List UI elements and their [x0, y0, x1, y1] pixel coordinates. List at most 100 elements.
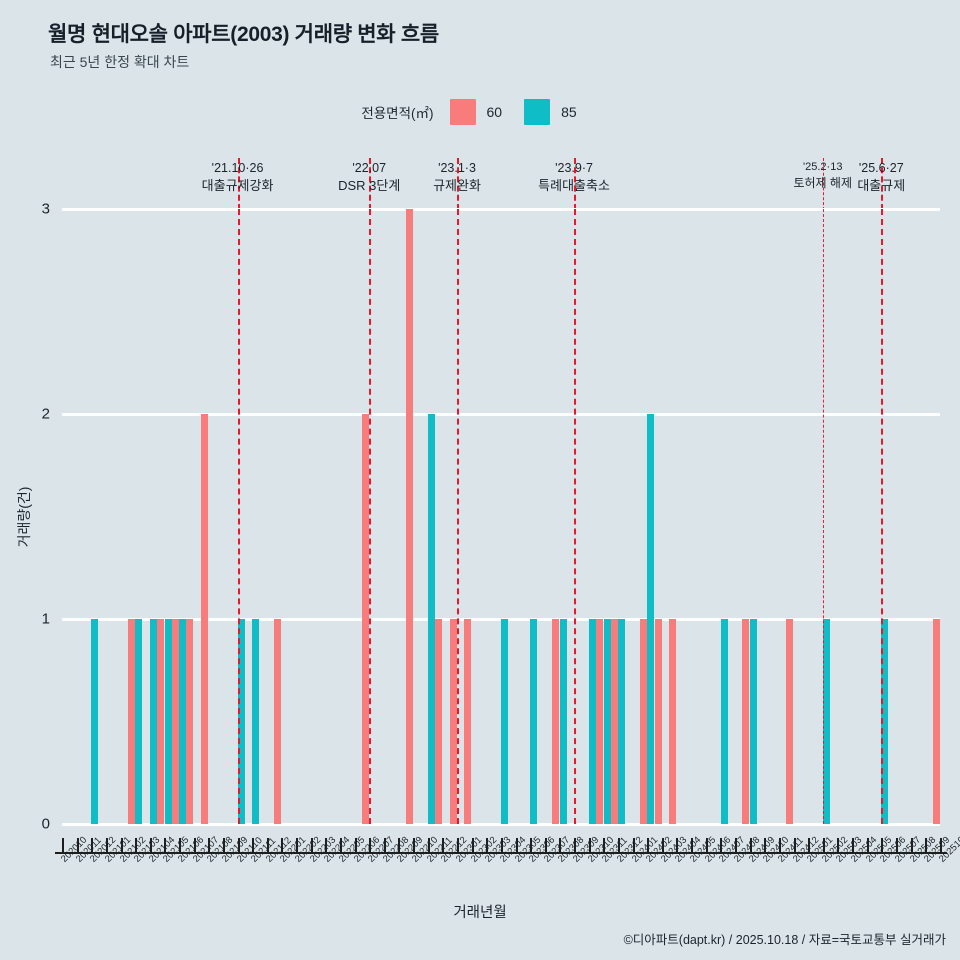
annotation-line-extension	[369, 158, 372, 210]
x-tick	[866, 838, 869, 852]
x-tick	[734, 838, 737, 852]
x-tick	[471, 838, 474, 852]
bar[interactable]	[435, 619, 443, 824]
annotation-date: '21.10·26	[211, 161, 264, 175]
x-tick	[617, 838, 620, 852]
x-tick	[62, 838, 64, 852]
bar[interactable]	[252, 619, 260, 824]
bar[interactable]	[501, 619, 509, 824]
bar[interactable]	[427, 414, 435, 824]
annotation-line-extension	[822, 158, 824, 210]
bar[interactable]	[647, 414, 655, 824]
bar[interactable]	[201, 414, 209, 824]
footer-credit: ©디아파트(dapt.kr) / 2025.10.18 / 자료=국토교통부 실…	[623, 933, 946, 947]
annotation-line-extension	[237, 158, 240, 210]
bar[interactable]	[618, 619, 626, 824]
bar[interactable]	[610, 619, 618, 824]
bar[interactable]	[640, 619, 647, 824]
bar[interactable]	[449, 619, 457, 824]
x-axis-line	[55, 852, 947, 854]
x-tick	[676, 838, 679, 852]
bar[interactable]	[588, 619, 596, 824]
page-title: 월명 현대오솔 아파트(2003) 거래량 변화 흐름	[48, 23, 439, 46]
annotation-text: '23.1·3 규제완화	[433, 160, 481, 194]
x-tick	[179, 838, 182, 852]
bar[interactable]	[596, 619, 604, 824]
bar[interactable]	[164, 619, 172, 824]
bar[interactable]	[127, 619, 135, 824]
annotation-text: '21.10·26 대출규제강화	[202, 160, 274, 194]
bar[interactable]	[822, 619, 830, 824]
x-tick	[310, 838, 313, 852]
bar[interactable]	[669, 619, 677, 824]
annotation-date: '25.2·13	[803, 161, 843, 173]
legend-item-60[interactable]: 60	[449, 99, 502, 125]
bar[interactable]	[786, 619, 794, 824]
legend-swatch-60	[449, 99, 476, 125]
x-tick	[749, 838, 752, 852]
x-tick	[164, 838, 167, 852]
annotation-line	[881, 209, 884, 824]
annotation-text: '22.07 DSR 3단계	[338, 160, 400, 194]
bar[interactable]	[186, 619, 194, 824]
x-tick	[881, 838, 884, 852]
x-tick	[764, 838, 767, 852]
bar[interactable]	[530, 619, 538, 824]
bar[interactable]	[405, 209, 413, 824]
bar[interactable]	[157, 619, 165, 824]
bar[interactable]	[135, 619, 143, 824]
x-tick	[515, 838, 518, 852]
bar[interactable]	[749, 619, 757, 824]
annotation-text: '25.6·27 대출규제	[857, 160, 905, 194]
bar[interactable]	[362, 414, 370, 824]
legend-item-85[interactable]: 85	[524, 99, 577, 125]
x-tick	[281, 838, 284, 852]
gridline	[62, 207, 940, 211]
y-tick-label: 3	[41, 200, 50, 218]
x-tick	[530, 838, 533, 852]
x-tick	[105, 838, 108, 852]
annotation-text: '23.9·7 특례대출축소	[538, 160, 610, 194]
x-tick	[237, 838, 240, 852]
bar[interactable]	[654, 619, 662, 824]
annotation-line	[369, 209, 372, 824]
y-tick-label: 1	[41, 610, 50, 628]
bar[interactable]	[932, 619, 940, 824]
bar[interactable]	[559, 619, 567, 824]
annotation-line	[237, 209, 240, 824]
bar[interactable]	[552, 619, 560, 824]
legend: 전용면적(㎡) 60 85	[0, 99, 960, 125]
x-tick	[427, 838, 430, 852]
x-tick	[559, 838, 562, 852]
bar[interactable]	[274, 619, 282, 824]
x-tick	[369, 838, 372, 852]
bar[interactable]	[91, 619, 99, 824]
x-tick	[339, 838, 342, 852]
annotation-line	[822, 209, 824, 824]
x-tick	[588, 838, 591, 852]
x-tick	[222, 838, 225, 852]
bar[interactable]	[171, 619, 179, 824]
x-tick	[442, 838, 445, 852]
bar[interactable]	[149, 619, 157, 824]
annotation-label: DSR 3단계	[338, 177, 401, 193]
x-tick	[778, 838, 781, 852]
x-tick	[500, 838, 503, 852]
bar[interactable]	[237, 619, 245, 824]
x-tick	[895, 838, 898, 852]
x-tick	[457, 838, 459, 852]
y-tick-label: 0	[41, 815, 50, 833]
x-tick	[383, 838, 386, 852]
bar[interactable]	[720, 619, 728, 824]
gridline	[62, 822, 940, 826]
annotation-label: 특례대출축소	[538, 177, 610, 193]
bar[interactable]	[603, 619, 611, 824]
x-tick	[296, 838, 299, 852]
bar[interactable]	[881, 619, 889, 824]
x-tick	[486, 838, 489, 852]
bar[interactable]	[742, 619, 750, 824]
bar[interactable]	[464, 619, 472, 824]
legend-swatch-85	[524, 99, 551, 125]
bar[interactable]	[179, 619, 187, 824]
